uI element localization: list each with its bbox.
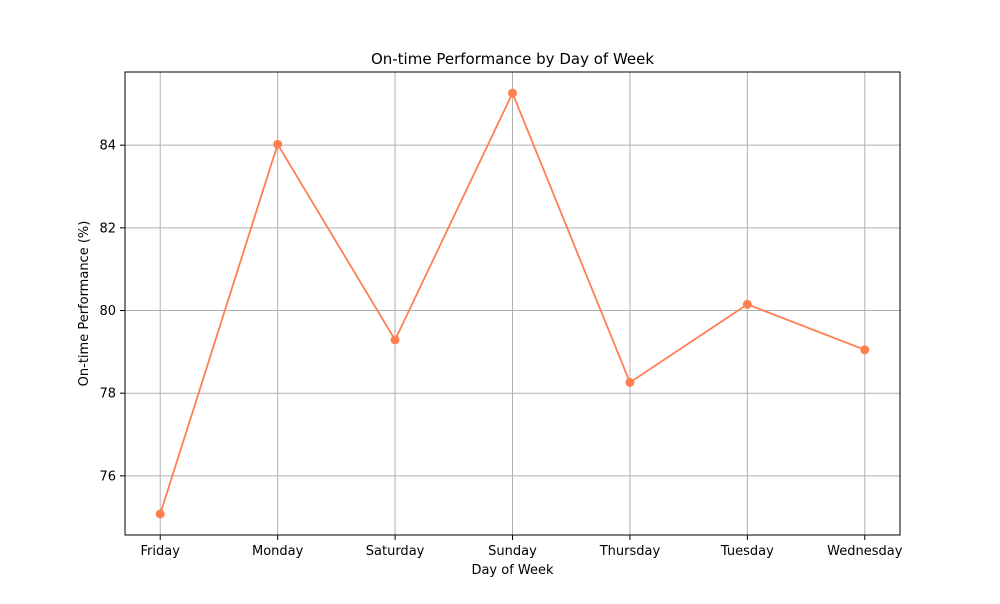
y-tick-label: 78 (99, 387, 116, 402)
data-point (155, 509, 165, 519)
data-point (390, 335, 400, 345)
x-tick-label: Wednesday (827, 544, 903, 559)
data-point (508, 88, 517, 98)
y-tick-label: 82 (99, 221, 116, 236)
axis-ticks: Friday Monday Saturday Sunday Thursday Tuesda… (99, 139, 902, 559)
y-axis-label: On-time Performance (%) (77, 221, 92, 387)
x-tick-label: Tuesday (720, 544, 774, 559)
data-point (742, 299, 752, 309)
chart-title: On-time Performance by Day of Week (371, 50, 654, 68)
y-tick-label: 84 (99, 139, 116, 154)
x-tick-label: Sunday (488, 544, 537, 559)
y-tick-label: 76 (99, 469, 116, 484)
data-point (625, 377, 635, 387)
x-axis-label: Day of Week (471, 563, 554, 578)
series-layer (155, 88, 870, 519)
x-tick-label: Thursday (599, 544, 661, 559)
data-point (860, 345, 870, 355)
y-tick-label: 80 (99, 304, 116, 319)
x-tick-label: Monday (252, 544, 304, 559)
x-tick-label: Friday (141, 544, 181, 559)
data-point (273, 139, 283, 149)
x-tick-label: Saturday (366, 544, 425, 559)
